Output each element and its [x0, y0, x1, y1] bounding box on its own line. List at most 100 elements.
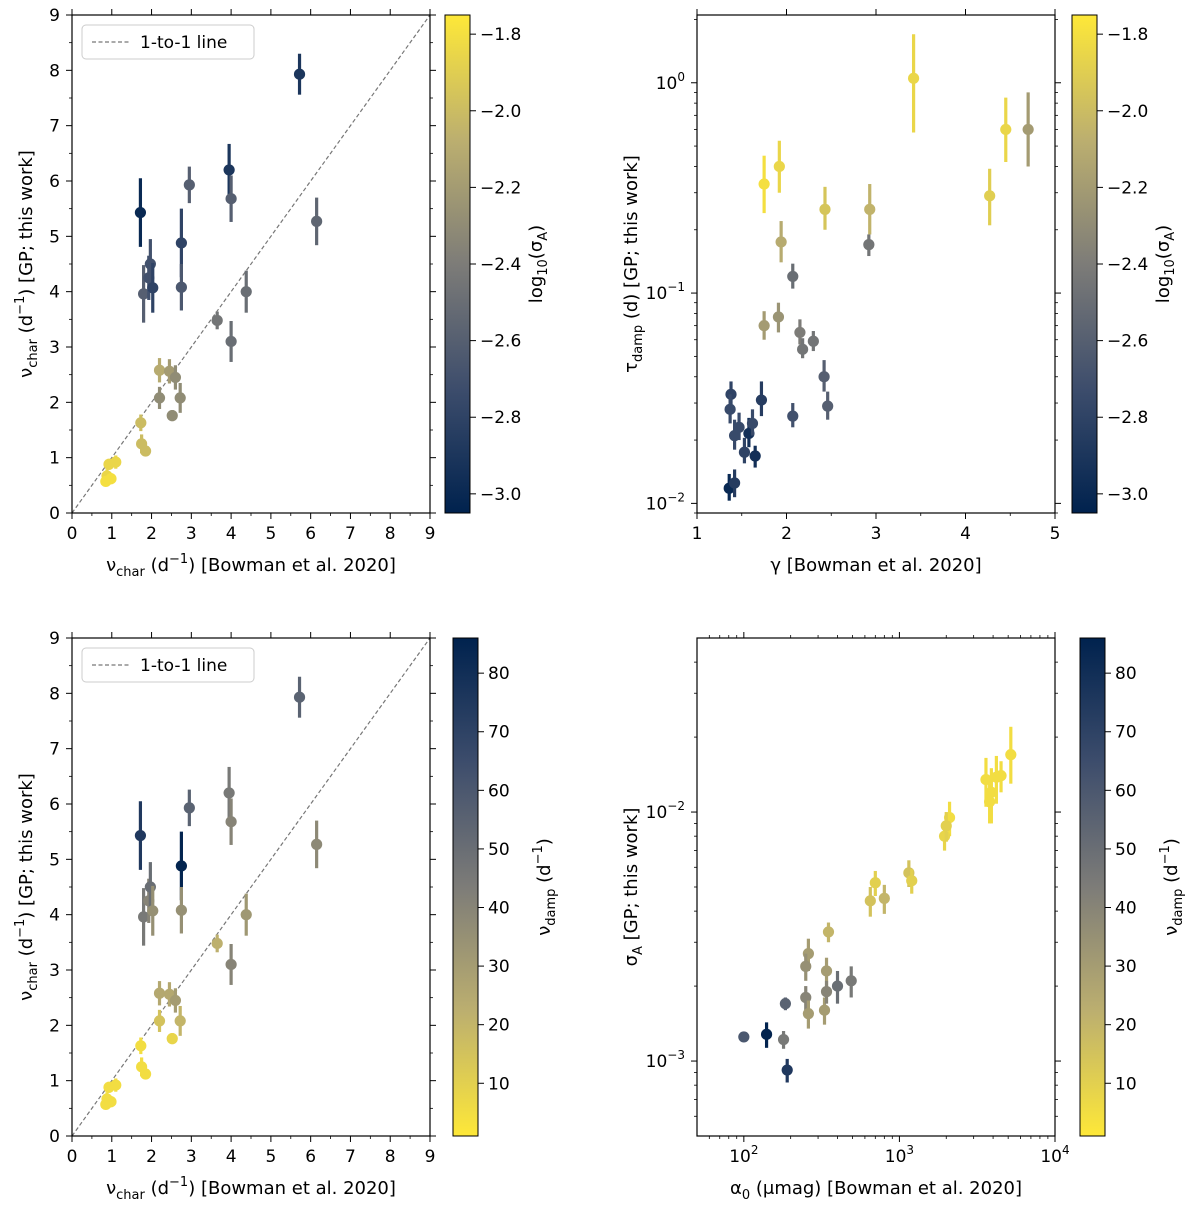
data-point	[794, 326, 806, 339]
data-point	[175, 237, 187, 249]
label-part: −1	[169, 552, 188, 567]
data-point	[775, 236, 787, 248]
data-point	[724, 403, 736, 415]
label-part: (d	[145, 555, 169, 576]
data-point	[225, 958, 237, 971]
label-part: damp	[544, 889, 559, 926]
x-tick-label: 2	[146, 1147, 157, 1167]
colorbar-tick-label: 50	[488, 840, 510, 860]
data-point	[135, 417, 147, 429]
x-tick-label: 6	[305, 1147, 316, 1167]
data-point	[211, 314, 223, 327]
data-point	[183, 802, 195, 814]
label-part: damp	[1171, 889, 1186, 926]
exponent: 4	[1062, 1143, 1070, 1157]
y-tick-label: 9	[49, 629, 60, 649]
data-point	[138, 911, 150, 923]
label-part: )	[534, 838, 555, 845]
exponent: −2	[667, 799, 685, 813]
exponent: −1	[667, 280, 685, 294]
data-point	[749, 450, 761, 462]
colorbar	[452, 637, 479, 1137]
x-tick-label: 3	[186, 1147, 197, 1167]
label-part: γ [Bowman et al. 2020]	[770, 555, 981, 576]
data-point	[820, 986, 833, 998]
data-point	[733, 421, 745, 433]
data-point	[223, 787, 235, 799]
y-tick-label: 10−2	[646, 490, 685, 514]
data-point	[153, 987, 166, 999]
x-tick-label: 7	[345, 1147, 356, 1167]
colorbar-tick-label: −3.0	[480, 485, 521, 505]
data-point	[135, 1040, 147, 1052]
data-point	[800, 960, 812, 972]
data-point	[100, 1098, 112, 1111]
data-points	[100, 676, 323, 1111]
label-part: −1	[169, 1175, 188, 1190]
data-point	[138, 288, 150, 300]
data-point	[787, 410, 799, 422]
y-tick-label: 5	[49, 850, 60, 870]
data-point	[110, 1079, 122, 1091]
data-point	[225, 335, 237, 348]
colorbar-tick-label: −2.0	[480, 102, 521, 122]
label-part: −1	[13, 296, 28, 315]
y-axis-label: σA [GP; this work]	[621, 808, 646, 967]
y-axis-label: νchar (d−1) [GP; this work]	[13, 773, 41, 1001]
data-point	[802, 1008, 814, 1020]
data-point	[166, 410, 178, 422]
label-part: A	[631, 946, 646, 955]
data-point	[147, 282, 159, 294]
data-point	[175, 281, 187, 293]
data-point	[166, 1033, 178, 1045]
data-point	[174, 1015, 186, 1027]
data-point	[869, 877, 881, 889]
y-tick-label: 0	[49, 1127, 60, 1147]
colorbar-label: νdamp (d−1)	[531, 838, 559, 936]
one-to-one-line	[72, 638, 430, 1136]
data-point	[175, 860, 187, 872]
data-point	[1022, 123, 1034, 136]
data-point	[819, 203, 831, 215]
label-part: ) [Bowman et al. 2020]	[188, 1178, 396, 1199]
data-point	[940, 820, 952, 832]
data-point	[169, 994, 182, 1007]
label-part: char	[26, 961, 41, 990]
data-point	[738, 1031, 750, 1043]
label-part: damp	[631, 325, 646, 362]
colorbar-tick-label: −1.8	[1107, 25, 1148, 45]
y-tick-label: 7	[49, 740, 60, 760]
x-tick-label: 8	[385, 1147, 396, 1167]
data-point	[781, 1064, 793, 1076]
data-point	[240, 909, 252, 921]
x-tick-label: 8	[385, 524, 396, 544]
x-tick-label: 2	[781, 524, 792, 544]
colorbar	[1071, 14, 1098, 514]
data-point	[820, 965, 833, 977]
data-point	[1005, 749, 1017, 761]
data-point	[311, 838, 323, 850]
data-point	[1000, 123, 1012, 136]
x-tick-label: 2	[146, 524, 157, 544]
colorbar-tick-label: 70	[488, 723, 510, 743]
x-tick-label: 9	[425, 524, 436, 544]
data-point	[797, 343, 809, 355]
label-part: ) [GP; this work]	[16, 773, 37, 919]
label-part: ν	[16, 991, 37, 1001]
data-point	[134, 829, 147, 842]
colorbar-tick-label: 60	[1115, 781, 1137, 801]
legend-label: 1-to-1 line	[140, 656, 227, 676]
data-point	[738, 446, 751, 458]
y-tick-label: 4	[49, 283, 60, 303]
label-part: (σ	[1153, 241, 1174, 259]
data-point	[153, 364, 166, 376]
data-point	[779, 998, 792, 1010]
plot-area	[697, 15, 1055, 513]
label-part: )	[1153, 225, 1174, 232]
data-point	[169, 371, 182, 384]
data-point	[758, 320, 770, 332]
data-point	[758, 178, 770, 190]
